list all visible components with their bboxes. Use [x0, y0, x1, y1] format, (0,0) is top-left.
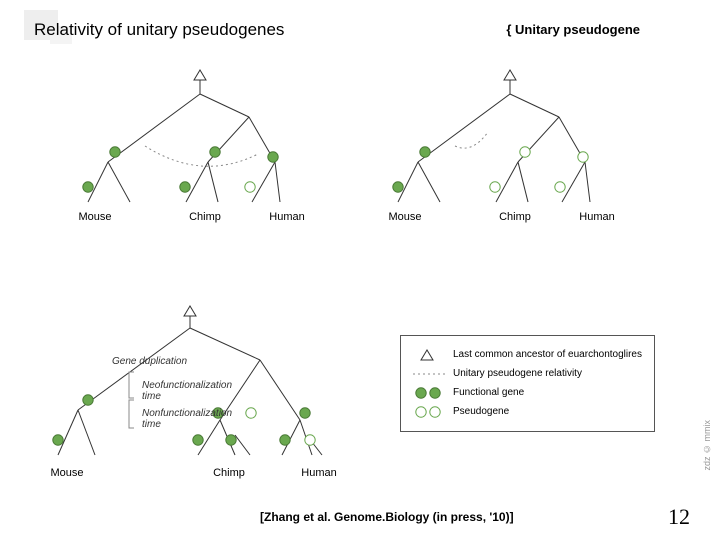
- legend-symbol: [411, 405, 453, 419]
- citation: [Zhang et al. Genome.Biology (in press, …: [260, 510, 514, 524]
- annotation-label: Nonfunctionalization time: [142, 408, 252, 430]
- species-label: Human: [294, 467, 344, 479]
- species-label: Chimp: [490, 211, 540, 223]
- legend-row: Unitary pseudogene relativity: [411, 366, 644, 382]
- species-label: Human: [572, 211, 622, 223]
- legend-symbol: [411, 386, 453, 400]
- annotation-label: Neofunctionalization time: [142, 380, 252, 402]
- tree-top-left: Mouse Chimp Human: [70, 62, 330, 237]
- legend-symbol: [411, 367, 453, 381]
- tree-top-right: Mouse Chimp Human: [380, 62, 640, 237]
- species-label: Chimp: [180, 211, 230, 223]
- legend-row: Pseudogene: [411, 404, 644, 420]
- page-subtitle: { Unitary pseudogene: [506, 22, 640, 37]
- legend-text: Last common ancestor of euarchontoglires: [453, 347, 642, 363]
- annotation-label: Gene duplication: [112, 356, 252, 367]
- legend-row: Last common ancestor of euarchontoglires: [411, 347, 644, 363]
- page-number: 12: [668, 504, 690, 530]
- page-title: Relativity of unitary pseudogenes: [34, 20, 284, 40]
- legend-text: Pseudogene: [453, 404, 509, 420]
- watermark: zdz © mmix: [702, 420, 712, 471]
- legend: Last common ancestor of euarchontoglires…: [400, 335, 655, 432]
- tree-top-left-svg: [70, 62, 330, 217]
- legend-text: Unitary pseudogene relativity: [453, 366, 582, 382]
- species-label: Chimp: [204, 467, 254, 479]
- species-label: Human: [262, 211, 312, 223]
- species-label: Mouse: [380, 211, 430, 223]
- legend-row: Functional gene: [411, 385, 644, 401]
- legend-text: Functional gene: [453, 385, 524, 401]
- species-label: Mouse: [42, 467, 92, 479]
- header: Relativity of unitary pseudogenes { Unit…: [0, 18, 720, 48]
- tree-bottom: MouseChimpHumanGene duplicationNeofuncti…: [50, 300, 350, 495]
- tree-top-right-svg: [380, 62, 640, 217]
- species-label: Mouse: [70, 211, 120, 223]
- legend-symbol: [411, 348, 453, 362]
